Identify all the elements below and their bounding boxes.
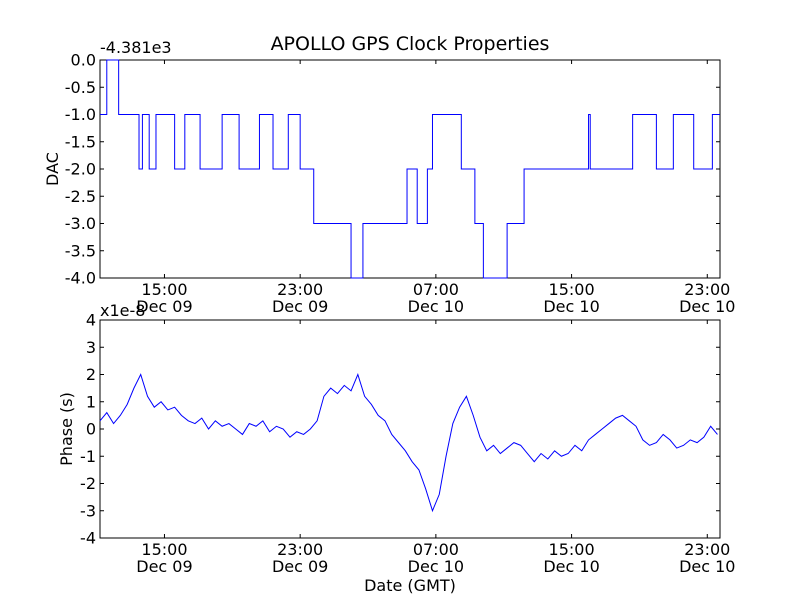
dac-offset-label: -4.381e3: [100, 38, 172, 57]
dac-y-axis-label: DAC: [43, 152, 62, 186]
phase-x-tick-time: 23:00: [684, 540, 730, 559]
phase-x-tick-date: Dec 10: [543, 557, 599, 576]
dac-x-tick-time: 15:00: [549, 280, 595, 299]
dac-x-tick-time: 07:00: [413, 280, 459, 299]
phase-offset-label: x1e-8: [100, 301, 145, 320]
phase-plot-frame: [99, 319, 721, 539]
dac-x-tick-time: 23:00: [277, 280, 323, 299]
dac-x-tick-date: Dec 09: [272, 297, 328, 316]
dac-y-tick-label: -2.0: [65, 160, 96, 179]
phase-ticks: [100, 319, 720, 539]
phase-x-tick-date: Dec 09: [136, 557, 192, 576]
phase-x-axis-label: Date (GMT): [364, 576, 456, 595]
dac-y-tick-label: -2.5: [65, 187, 96, 206]
phase-y-tick-label: 4: [86, 311, 96, 330]
phase-x-tick-date: Dec 10: [408, 557, 464, 576]
dac-y-tick-label: -1.5: [65, 132, 96, 151]
phase-y-tick-label: 3: [86, 338, 96, 357]
phase-y-tick-label: 2: [86, 365, 96, 384]
dac-y-tick-label: -3.0: [65, 214, 96, 233]
phase-y-tick-label: -1: [80, 447, 96, 466]
phase-y-tick-label: 1: [86, 392, 96, 411]
dac-y-tick-label: -1.0: [65, 105, 96, 124]
dac-series-line: [100, 59, 720, 279]
dac-y-tick-label: -3.5: [65, 241, 96, 260]
dac-x-tick-date: Dec 10: [679, 297, 735, 316]
phase-series-line: [99, 373, 718, 513]
phase-x-tick-time: 07:00: [413, 540, 459, 559]
phase-y-axis-label: Phase (s): [57, 392, 76, 466]
phase-y-tick-label: -4: [80, 529, 96, 548]
dac-x-tick-date: Dec 09: [136, 297, 192, 316]
phase-y-tick-label: -3: [80, 501, 96, 520]
phase-x-tick-time: 23:00: [277, 540, 323, 559]
dac-y-tick-label: -4.0: [65, 269, 96, 288]
phase-x-tick-time: 15:00: [549, 540, 595, 559]
phase-x-tick-date: Dec 10: [679, 557, 735, 576]
dac-y-tick-label: -0.5: [65, 78, 96, 97]
phase-y-tick-label: -2: [80, 474, 96, 493]
dac-x-tick-date: Dec 10: [408, 297, 464, 316]
figure-title: APOLLO GPS Clock Properties: [271, 33, 550, 55]
dac-y-tick-label: 0.0: [71, 51, 96, 70]
phase-y-tick-label: 0: [86, 420, 96, 439]
dac-x-tick-date: Dec 10: [543, 297, 599, 316]
phase-x-tick-date: Dec 09: [272, 557, 328, 576]
phase-x-tick-time: 15:00: [141, 540, 187, 559]
dac-x-tick-time: 23:00: [684, 280, 730, 299]
dac-x-tick-time: 15:00: [141, 280, 187, 299]
